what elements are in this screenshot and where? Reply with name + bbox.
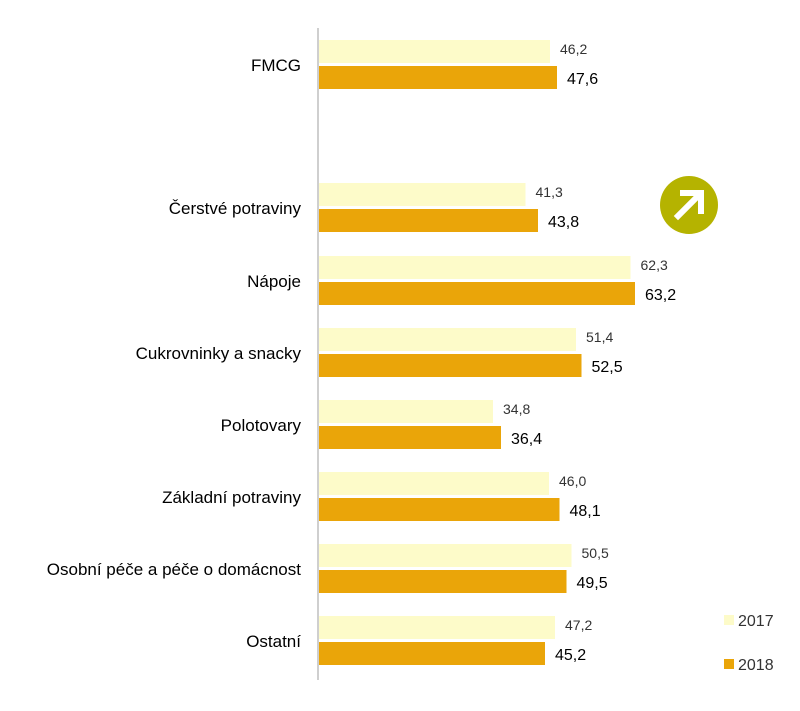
category-label-cukrovninky-a-snacky: Cukrovninky a snacky bbox=[136, 344, 302, 363]
value-label-2018-napoje: 63,2 bbox=[645, 287, 676, 304]
category-label-zakladni-potraviny: Základní potraviny bbox=[162, 488, 301, 507]
value-label-2017-napoje: 62,3 bbox=[641, 257, 668, 273]
value-label-2017-polotovary: 34,8 bbox=[503, 401, 530, 417]
bar-2018-ostatni bbox=[319, 642, 545, 665]
bar-2018-fmcg bbox=[319, 66, 557, 89]
legend-label-2017: 2017 bbox=[738, 613, 774, 630]
arrow-shaft bbox=[673, 191, 703, 221]
legend-label-2018: 2018 bbox=[738, 657, 774, 674]
trend-arrow-icon bbox=[660, 176, 718, 234]
value-label-2018-cerstve-potraviny: 43,8 bbox=[548, 214, 579, 231]
bar-2017-osobni-pece-a-pece-o-domacnost bbox=[319, 544, 572, 567]
value-label-2018-osobni-pece-a-pece-o-domacnost: 49,5 bbox=[577, 575, 608, 592]
category-label-fmcg: FMCG bbox=[251, 56, 301, 75]
category-label-osobni-pece-a-pece-o-domacnost: Osobní péče a péče o domácnost bbox=[47, 560, 301, 579]
bar-2017-napoje bbox=[319, 256, 631, 279]
arrow-head bbox=[680, 190, 704, 214]
value-label-2017-zakladni-potraviny: 46,0 bbox=[559, 473, 586, 489]
value-label-2018-zakladni-potraviny: 48,1 bbox=[570, 503, 601, 520]
bar-2017-fmcg bbox=[319, 40, 550, 63]
value-label-2017-cerstve-potraviny: 41,3 bbox=[536, 184, 563, 200]
bar-2018-osobni-pece-a-pece-o-domacnost bbox=[319, 570, 567, 593]
bar-2017-zakladni-potraviny bbox=[319, 472, 549, 495]
value-label-2018-polotovary: 36,4 bbox=[511, 431, 542, 448]
value-label-2017-ostatni: 47,2 bbox=[565, 617, 592, 633]
bar-2018-polotovary bbox=[319, 426, 501, 449]
category-label-napoje: Nápoje bbox=[247, 272, 301, 291]
bar-2018-napoje bbox=[319, 282, 635, 305]
bar-2017-cerstve-potraviny bbox=[319, 183, 526, 206]
category-label-polotovary: Polotovary bbox=[221, 416, 302, 435]
legend-swatch-2018 bbox=[724, 659, 734, 669]
category-label-cerstve-potraviny: Čerstvé potraviny bbox=[169, 199, 302, 218]
value-label-2018-fmcg: 47,6 bbox=[567, 71, 598, 88]
value-label-2018-ostatni: 45,2 bbox=[555, 647, 586, 664]
value-label-2017-fmcg: 46,2 bbox=[560, 41, 587, 57]
bars-layer bbox=[319, 40, 635, 665]
bar-2017-cukrovninky-a-snacky bbox=[319, 328, 576, 351]
labels-layer: FMCG 46,2 47,6 Čerstvé potraviny 41,3 43,8 Náp… bbox=[47, 41, 676, 664]
legend: 2017 2018 bbox=[724, 613, 774, 674]
legend-swatch-2017 bbox=[724, 615, 734, 625]
bar-2018-cukrovninky-a-snacky bbox=[319, 354, 582, 377]
value-label-2018-cukrovninky-a-snacky: 52,5 bbox=[592, 359, 623, 376]
bar-2017-ostatni bbox=[319, 616, 555, 639]
bar-2018-cerstve-potraviny bbox=[319, 209, 538, 232]
bar-2018-zakladni-potraviny bbox=[319, 498, 560, 521]
bar-2017-polotovary bbox=[319, 400, 493, 423]
value-label-2017-osobni-pece-a-pece-o-domacnost: 50,5 bbox=[582, 545, 609, 561]
category-label-ostatni: Ostatní bbox=[246, 632, 301, 651]
value-label-2017-cukrovninky-a-snacky: 51,4 bbox=[586, 329, 613, 345]
